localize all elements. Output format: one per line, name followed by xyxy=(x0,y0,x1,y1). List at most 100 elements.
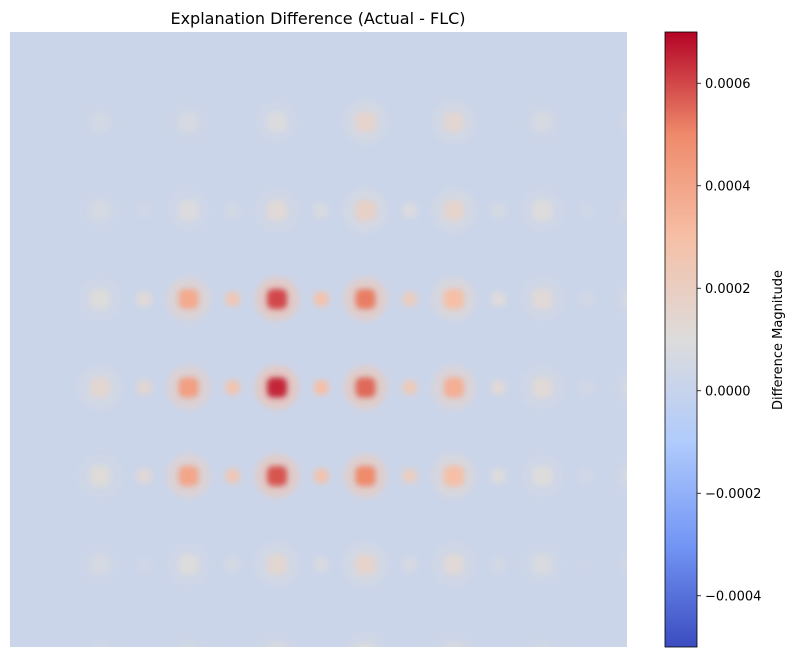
heatmap-texture-dot xyxy=(579,469,594,483)
heatmap-texture-dot xyxy=(137,292,152,306)
colorbar-tick-label: −0.0004 xyxy=(705,589,761,604)
heatmap-blob xyxy=(90,554,110,575)
colorbar-gradient xyxy=(664,31,698,648)
heatmap-blob xyxy=(355,200,376,221)
heatmap-blob xyxy=(267,466,287,486)
heatmap-blob xyxy=(621,643,627,647)
heatmap-blob-halo xyxy=(344,631,387,647)
heatmap-texture-dot xyxy=(225,203,240,218)
heatmap-blob xyxy=(178,554,199,575)
heatmap-texture-dot xyxy=(491,292,506,306)
heatmap-blob-halo xyxy=(609,454,627,498)
heatmap-texture-dot xyxy=(137,380,152,395)
heatmap-blob xyxy=(267,554,287,575)
heatmap-blob xyxy=(532,377,553,398)
heatmap-blob xyxy=(90,289,110,309)
colorbar-tick-label: 0.0004 xyxy=(705,179,751,194)
heatmap-blob xyxy=(444,289,464,309)
heatmap-texture-dot xyxy=(137,203,152,218)
heatmap-texture-dot xyxy=(225,469,240,483)
heatmap-blob xyxy=(621,112,627,132)
colorbar-tick-label: 0.0006 xyxy=(705,77,751,92)
heatmap-blob xyxy=(90,466,110,486)
heatmap-texture-dot xyxy=(314,380,329,395)
heatmap-blob xyxy=(178,377,199,398)
heatmap-texture-dot xyxy=(314,292,329,306)
heatmap-blob xyxy=(444,377,464,398)
heatmap-blob xyxy=(621,200,627,221)
heatmap-blob xyxy=(178,466,199,486)
heatmap-blob xyxy=(532,643,553,647)
heatmap-blob xyxy=(90,643,110,647)
heatmap-texture-dot xyxy=(402,292,417,306)
heatmap-blob xyxy=(621,554,627,575)
heatmap-blob-halo xyxy=(609,188,627,233)
heatmap-blob xyxy=(621,289,627,309)
heatmap-blob-halo xyxy=(609,365,627,410)
heatmap-texture-dot xyxy=(137,469,152,483)
heatmap-blob-halo xyxy=(255,631,299,647)
heatmap-texture-dot xyxy=(402,469,417,483)
heatmap-texture-dot xyxy=(225,557,240,572)
heatmap-blob xyxy=(532,112,553,132)
heatmap-texture-dot xyxy=(491,469,506,483)
colorbar-tick-label: −0.0002 xyxy=(705,487,761,502)
colorbar-label: Difference Magnitude xyxy=(771,270,786,410)
colorbar-tick-label: 0.0002 xyxy=(705,282,751,297)
heatmap-texture-dot xyxy=(579,203,594,218)
heatmap-blob xyxy=(267,377,287,398)
heatmap-texture-dot xyxy=(579,557,594,572)
heatmap-blob xyxy=(90,377,110,398)
heatmap-blob xyxy=(355,112,376,132)
heatmap-texture-dot xyxy=(402,557,417,572)
heatmap-texture-dot xyxy=(491,380,506,395)
heatmap-texture-dot xyxy=(491,203,506,218)
heatmap-blob-halo xyxy=(609,277,627,321)
heatmap-blob-halo xyxy=(167,631,210,647)
heatmap-blob xyxy=(355,554,376,575)
heatmap-blob xyxy=(444,554,464,575)
heatmap-texture-dot xyxy=(402,380,417,395)
heatmap-blob xyxy=(444,643,464,647)
heatmap-blob xyxy=(444,112,464,132)
heatmap-blob xyxy=(355,466,376,486)
heatmap-blob xyxy=(90,200,110,221)
heatmap-blob-halo xyxy=(78,631,122,647)
heatmap-blob xyxy=(532,554,553,575)
heatmap-blob xyxy=(267,289,287,309)
heatmap-blob-halo xyxy=(609,542,627,587)
heatmap-texture-dot xyxy=(225,380,240,395)
heatmap-blob xyxy=(267,200,287,221)
heatmap-texture-dot xyxy=(579,380,594,395)
heatmap-blob xyxy=(90,112,110,132)
heatmap-texture-dot xyxy=(579,292,594,306)
heatmap-blob xyxy=(355,643,376,647)
chart-title: Explanation Difference (Actual - FLC) xyxy=(170,9,465,28)
heatmap-blob xyxy=(532,466,553,486)
heatmap-plot-area xyxy=(10,32,627,647)
heatmap-blob xyxy=(178,112,199,132)
heatmap-texture-dot xyxy=(314,203,329,218)
colorbar-tick-label: 0.0000 xyxy=(705,384,751,399)
heatmap-texture-dot xyxy=(402,203,417,218)
heatmap-blob xyxy=(444,466,464,486)
heatmap-blob xyxy=(267,643,287,647)
colorbar: −0.0004 −0.0002 0.0000 0.0002 0.0004 0.0006 xyxy=(664,31,761,648)
heatmap-blob xyxy=(532,200,553,221)
heatmap-blob xyxy=(621,377,627,398)
heatmap-blob-halo xyxy=(609,631,627,647)
heatmap-blob xyxy=(178,200,199,221)
heatmap-blob xyxy=(178,289,199,309)
heatmap-blob-halo xyxy=(609,100,627,144)
heatmap-blob xyxy=(267,112,287,132)
heatmap-blob xyxy=(178,643,199,647)
heatmap-texture-dot xyxy=(314,469,329,483)
heatmap-texture-dot xyxy=(137,557,152,572)
heatmap-blob-halo xyxy=(521,631,564,647)
heatmap-blob xyxy=(621,466,627,486)
heatmap-blob xyxy=(532,289,553,309)
heatmap-texture-dot xyxy=(491,557,506,572)
heatmap-blob xyxy=(355,377,376,398)
heatmap-texture-dot xyxy=(314,557,329,572)
